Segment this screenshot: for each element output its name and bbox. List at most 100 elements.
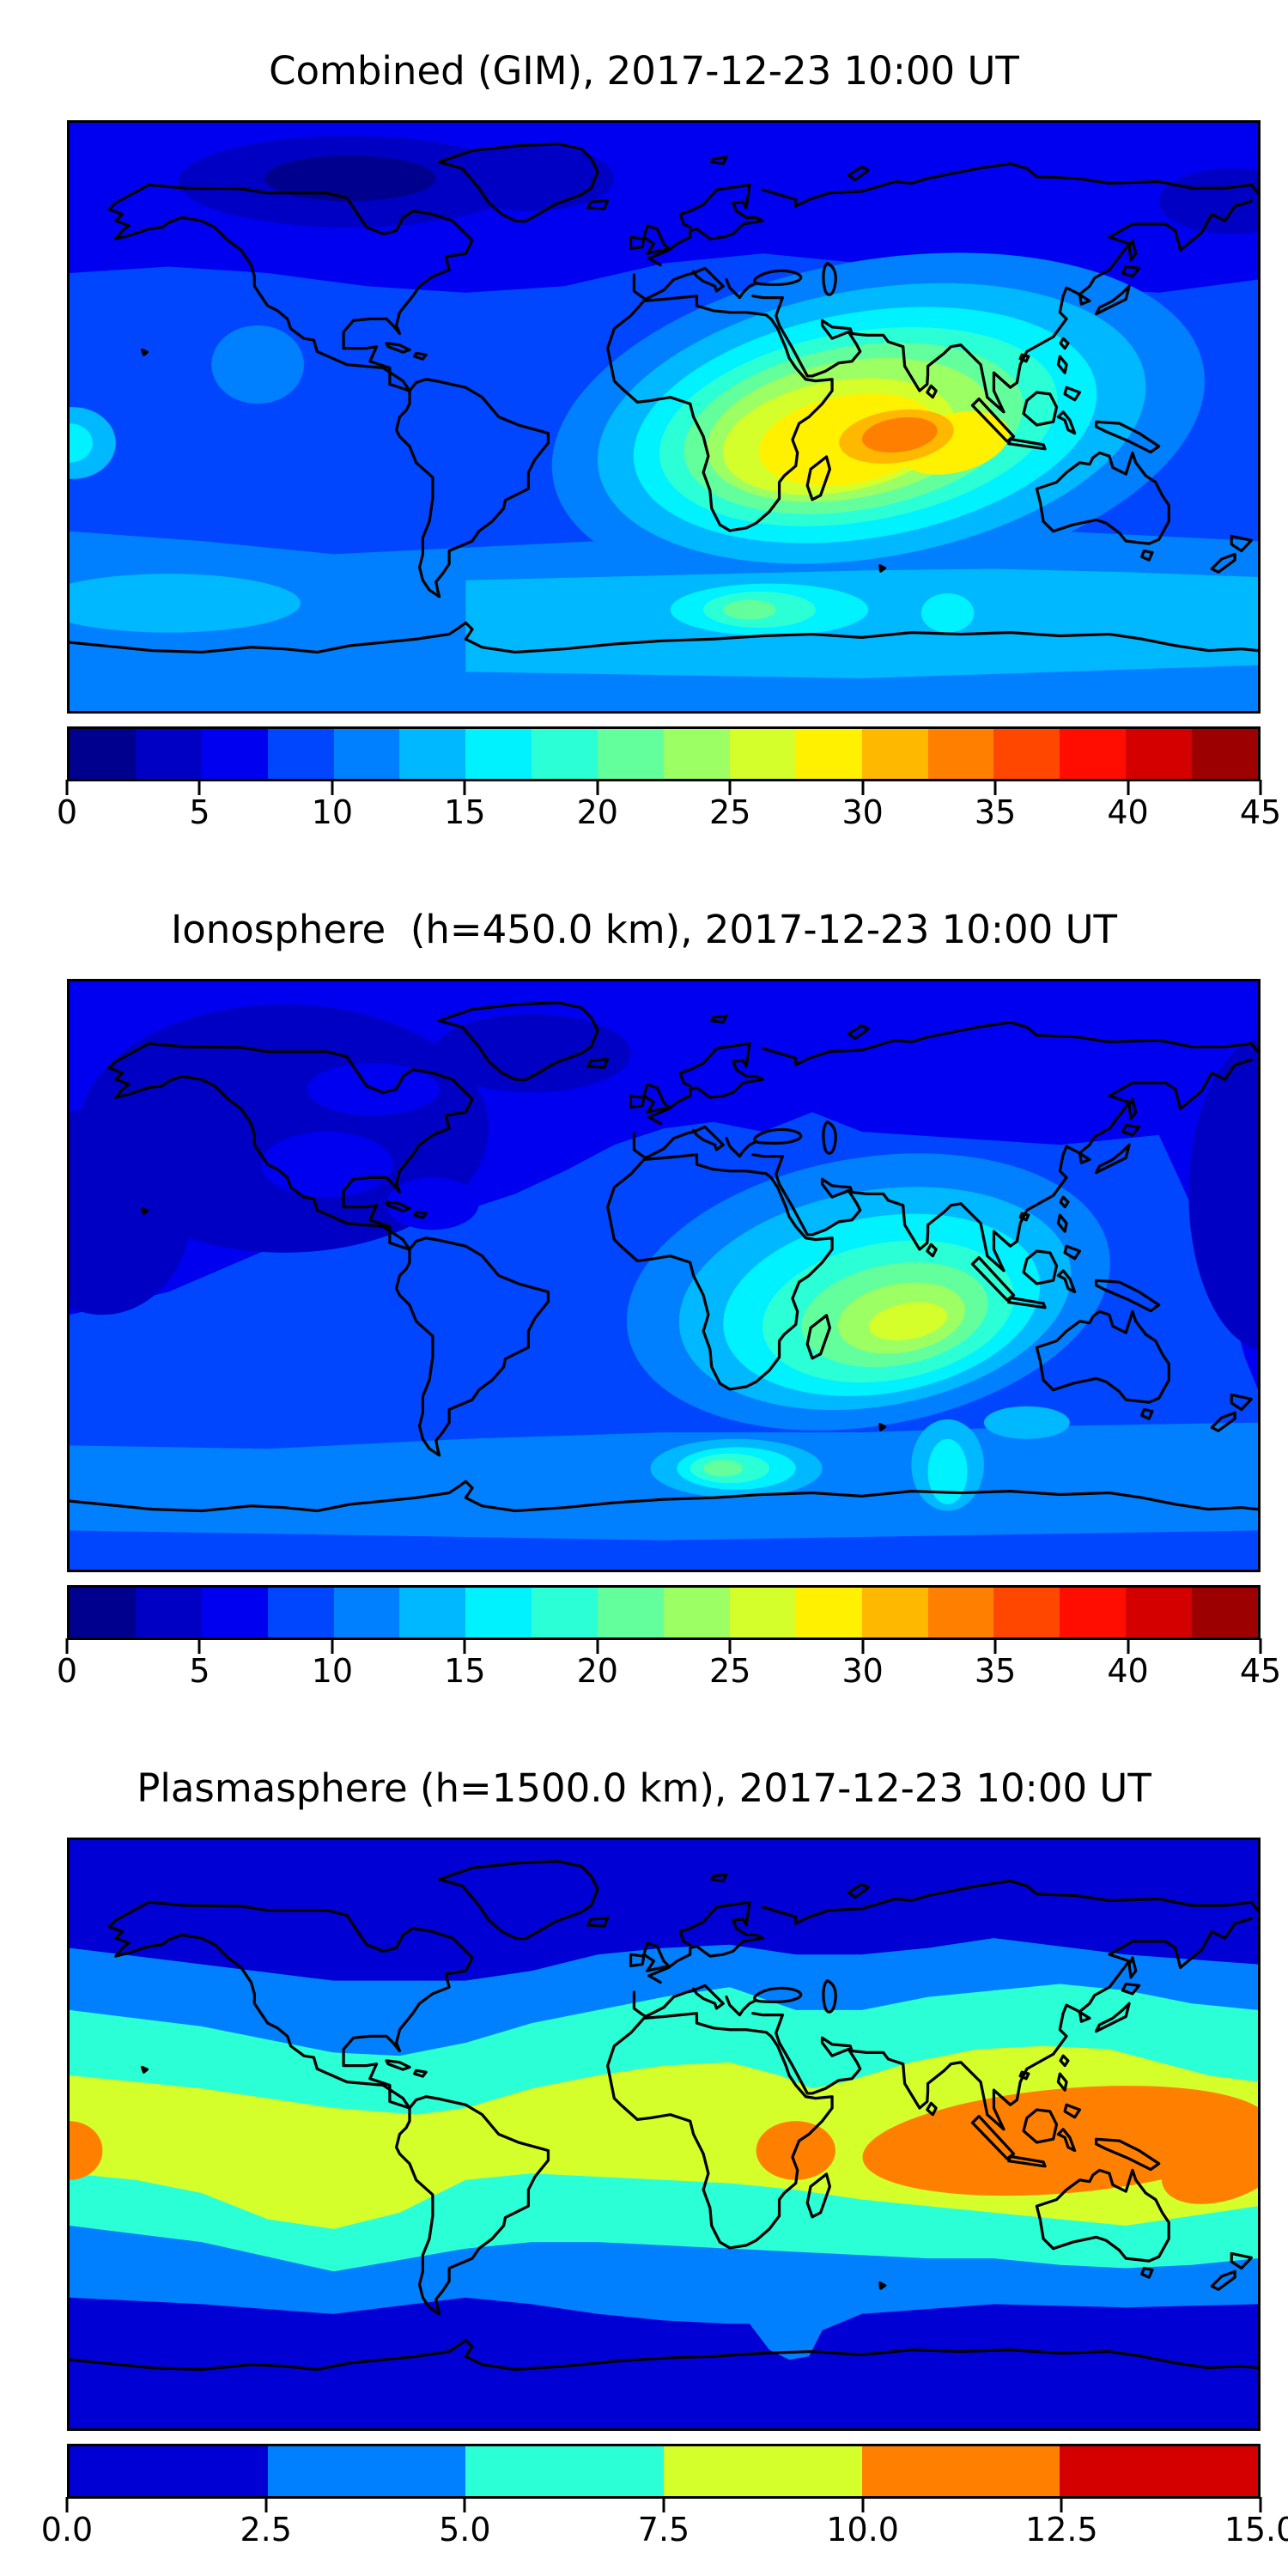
map-combined-svg: [70, 123, 1258, 711]
colorbar-tick-mark: [861, 780, 865, 795]
panel-ionosphere-title: Ionosphere (h=450.0 km), 2017-12-23 10:0…: [170, 907, 1118, 952]
colorbar-segment: [861, 1588, 928, 1637]
colorbar-plasmasphere-ticks: [65, 2497, 1262, 2512]
colorbar-segment: [532, 729, 598, 779]
colorbar-segment: [333, 1588, 400, 1637]
colorbar-tick-label: 0.0: [40, 2511, 94, 2549]
panel-plasmasphere-title: Plasmasphere (h=1500.0 km), 2017-12-23 1…: [137, 1765, 1151, 1811]
colorbar-tick-label: 25: [709, 1652, 751, 1690]
colorbar-segment: [70, 2446, 268, 2496]
colorbar-segment: [664, 729, 730, 779]
colorbar-segment: [465, 2446, 665, 2496]
colorbar-segment: [795, 1588, 862, 1637]
colorbar-segment: [861, 2446, 1060, 2496]
colorbar-tick-mark: [1127, 1638, 1130, 1654]
contour-fills-ionosphere: [70, 981, 1258, 1570]
colorbar-segment: [201, 729, 268, 779]
colorbar-segment: [267, 729, 334, 779]
colorbar-tick-mark: [463, 1638, 466, 1654]
colorbar-tick-label: 30: [841, 1652, 884, 1690]
colorbar-tick-mark: [728, 780, 732, 795]
colorbar-tick-mark: [1259, 780, 1262, 795]
colorbar-segment: [927, 729, 994, 779]
colorbar-tick-mark: [596, 780, 599, 795]
colorbar-segment: [1060, 729, 1127, 779]
colorbar-tick-mark: [993, 780, 997, 795]
map-ionosphere: [67, 979, 1261, 1572]
colorbar-segment: [598, 729, 665, 779]
colorbar-tick-mark: [65, 780, 69, 795]
colorbar-tick-label: 35: [974, 793, 1017, 831]
panel-combined-title: Combined (GIM), 2017-12-23 10:00 UT: [269, 48, 1019, 94]
colorbar-segment: [267, 2446, 466, 2496]
colorbar-combined: [67, 726, 1261, 781]
colorbar-tick-label: 35: [974, 1652, 1017, 1690]
colorbar-segment: [993, 1588, 1060, 1637]
colorbar-segment: [1126, 729, 1193, 779]
colorbar-segment: [598, 1588, 665, 1637]
colorbar-tick-label: 40: [1107, 1652, 1149, 1690]
colorbar-tick-label: 2.5: [240, 2511, 292, 2549]
colorbar-segment: [729, 729, 796, 779]
colorbar-segment: [70, 1588, 136, 1637]
colorbar-segment: [1192, 729, 1259, 779]
map-plasmasphere: [67, 1838, 1261, 2431]
map-combined: [67, 120, 1261, 714]
colorbar-ionosphere-labels: 0 5 10 15 20 25 30 35 40 45: [57, 1652, 1281, 1695]
colorbar-tick-label: 10: [311, 793, 354, 831]
panel-plasmasphere: Plasmasphere (h=1500.0 km), 2017-12-23 1…: [0, 1717, 1288, 2576]
colorbar-segment: [1060, 1588, 1127, 1637]
colorbar-segment: [465, 1588, 532, 1637]
colorbar-tick-mark: [463, 780, 466, 795]
colorbar-combined-labels: 0 5 10 15 20 25 30 35 40 45: [57, 793, 1281, 836]
colorbar-segment: [927, 1588, 994, 1637]
colorbar-plasmasphere-labels: 0.0 2.5 5.0 7.5 10.0 12.5 15.0: [41, 2511, 1288, 2554]
colorbar-segment: [465, 729, 532, 779]
colorbar-tick-mark: [331, 1638, 334, 1654]
colorbar-segment: [399, 1588, 466, 1637]
colorbar-tick-label: 20: [576, 793, 618, 831]
colorbar-segment: [399, 729, 466, 779]
colorbar-tick-label: 5: [189, 793, 210, 831]
colorbar-tick-label: 5.0: [439, 2511, 491, 2549]
colorbar-segment: [729, 1588, 796, 1637]
colorbar-tick-mark: [662, 2497, 665, 2512]
colorbar-tick-label: 20: [576, 1652, 618, 1690]
colorbar-ionosphere: [67, 1585, 1261, 1640]
colorbar-tick-mark: [197, 1638, 201, 1654]
colorbar-tick-label: 10.0: [826, 2511, 899, 2549]
colorbar-segment: [201, 1588, 268, 1637]
colorbar-tick-mark: [861, 2497, 865, 2512]
colorbar-tick-mark: [65, 1638, 69, 1654]
colorbar-segment: [135, 1588, 202, 1637]
colorbar-tick-label: 15.0: [1224, 2511, 1288, 2549]
colorbar-tick-mark: [1259, 1638, 1262, 1654]
contour-fills-combined: [70, 123, 1258, 711]
colorbar-tick-label: 15: [444, 793, 486, 831]
colorbar-tick-label: 15: [444, 1652, 486, 1690]
colorbar-segment: [993, 729, 1060, 779]
colorbar-combined-ticks: [65, 780, 1262, 795]
contour-fills-plasmasphere: [70, 1840, 1258, 2428]
colorbar-tick-label: 25: [709, 793, 751, 831]
colorbar-tick-mark: [596, 1638, 599, 1654]
colorbar-plasmasphere: [67, 2444, 1261, 2499]
colorbar-segment: [532, 1588, 598, 1637]
colorbar-tick-label: 45: [1239, 1652, 1282, 1690]
colorbar-segment: [267, 1588, 334, 1637]
colorbar-tick-mark: [993, 1638, 997, 1654]
colorbar-tick-label: 5: [189, 1652, 210, 1690]
colorbar-tick-mark: [331, 780, 334, 795]
colorbar-tick-mark: [197, 780, 201, 795]
colorbar-segment: [135, 729, 202, 779]
panel-ionosphere: Ionosphere (h=450.0 km), 2017-12-23 10:0…: [0, 859, 1288, 1717]
colorbar-tick-label: 45: [1239, 793, 1282, 831]
map-plasmasphere-svg: [70, 1840, 1258, 2428]
colorbar-segment: [1126, 1588, 1193, 1637]
colorbar-tick-mark: [728, 1638, 732, 1654]
colorbar-tick-label: 0: [56, 1652, 78, 1690]
colorbar-ionosphere-ticks: [65, 1638, 1262, 1654]
colorbar-tick-mark: [65, 2497, 69, 2512]
colorbar-segment: [333, 729, 400, 779]
